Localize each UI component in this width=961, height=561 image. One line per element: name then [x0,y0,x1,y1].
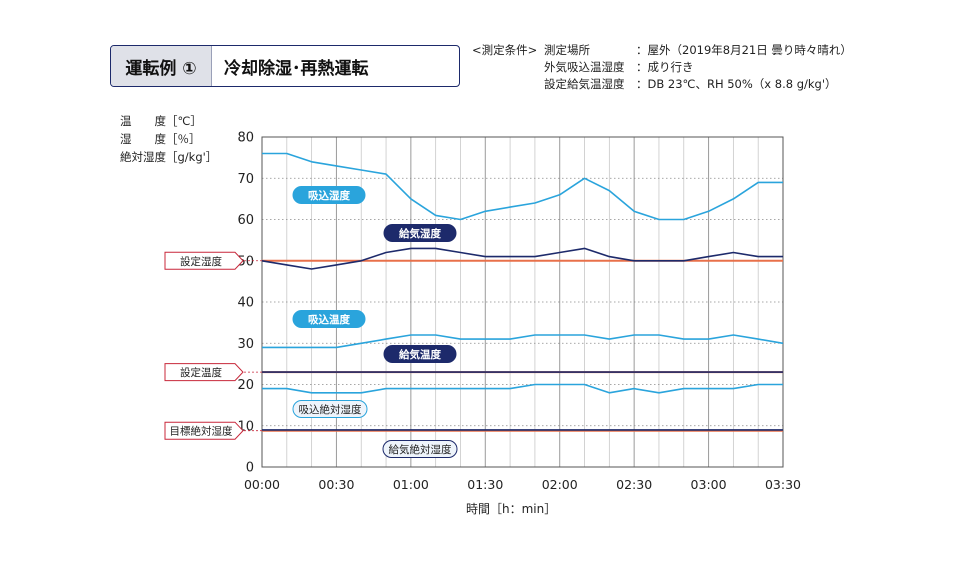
series-label-box [383,224,457,242]
conditions-heading: <測定条件> [472,43,538,57]
setpoint-label: 目標絶対湿度 [170,425,233,438]
condition-value: ：屋外（2019年8月21日 曇り時々晴れ） [636,43,852,57]
series-line [262,383,783,394]
conditions: <測定条件> 測定場所 ：屋外（2019年8月21日 曇り時々晴れ） 外気吸込温… [472,42,852,93]
condition-value: ：成り行き [636,60,694,74]
x-tick-label: 02:30 [616,477,652,492]
condition-key: 設定給気温湿度 [544,77,625,91]
y-label-humidity: 湿 度［％］ [120,132,201,146]
series-label-box [292,186,366,204]
series-label: 吸込湿度 [308,189,350,202]
title-box: 運転例 ① 冷却除湿･再熱運転 [110,45,460,87]
series-label-box [292,400,368,418]
setpoint-label-box [164,421,244,440]
series-label-box [382,440,458,458]
series-label: 給気温度 [399,348,441,361]
x-tick-label: 00:30 [318,477,354,492]
series-label: 吸込温度 [308,313,350,326]
series-label-box [292,310,366,328]
series-line [262,152,783,221]
series-line [261,247,783,270]
y-tick-label: 0 [246,461,254,476]
setpoint-label-box [164,251,244,270]
page-title: 冷却除湿･再熱運転 [224,58,369,79]
series-label-box [383,345,457,363]
y-tick-label: 60 [237,213,254,228]
series-label: 給気絶対湿度 [389,443,452,456]
y-tick-label: 50 [237,254,254,269]
y-label-abs-humidity: 絶対湿度［g/kg'］ [120,150,218,164]
x-tick-label: 00:00 [244,477,280,492]
y-axis-labels: 温 度［℃］ 湿 度［％］ 絶対湿度［g/kg'］ [120,112,217,166]
y-tick-label: 70 [237,172,254,187]
condition-key: 測定場所 [544,43,590,57]
y-label-temperature: 温 度［℃］ [120,114,202,128]
condition-key: 外気吸込温湿度 [544,60,625,74]
y-tick-label: 20 [237,378,254,393]
x-tick-label: 03:00 [691,477,727,492]
series-line [262,334,784,349]
example-label: 運転例 ① [111,46,212,86]
setpoint-label: 設定温度 [180,366,222,379]
y-tick-label: 80 [237,131,254,146]
series-label: 吸込絶対湿度 [299,403,362,416]
setpoint-label-box [164,363,244,382]
x-tick-label: 03:30 [765,477,801,492]
x-axis-title: 時間［h：min］ [466,502,557,516]
x-tick-label: 01:00 [393,477,429,492]
y-tick-label: 30 [237,337,254,352]
condition-value: ：DB 23℃、RH 50%（x 8.8 g/kg'） [636,77,837,91]
series-label: 給気湿度 [399,227,441,240]
y-tick-label: 40 [237,296,254,311]
plot-area [261,136,784,468]
x-tick-label: 01:30 [467,477,503,492]
setpoint-label: 設定湿度 [180,255,222,268]
x-tick-label: 02:00 [542,477,578,492]
